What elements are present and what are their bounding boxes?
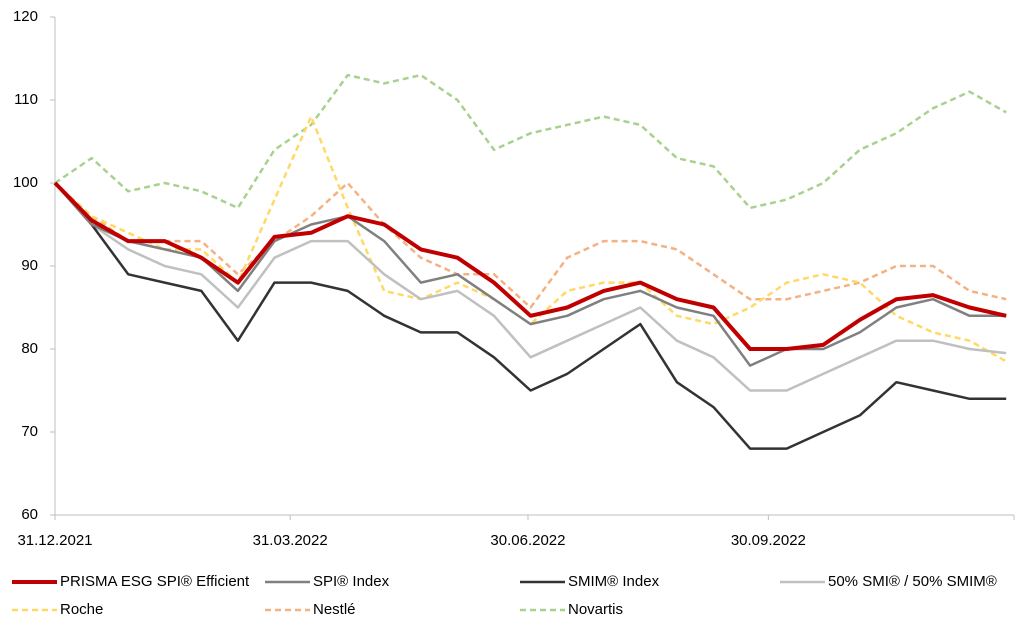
legend-label: Roche xyxy=(60,601,103,618)
y-tick-label: 70 xyxy=(21,423,38,440)
y-tick-label: 90 xyxy=(21,257,38,274)
x-tick-label: 31.12.2021 xyxy=(17,532,92,549)
legend-label: SPI® Index xyxy=(313,573,390,590)
series-line xyxy=(54,181,1007,309)
series-line xyxy=(54,182,1007,392)
legend-label: Novartis xyxy=(568,601,623,618)
x-tick-label: 31.03.2022 xyxy=(253,532,328,549)
series-line xyxy=(54,182,1007,367)
series-line xyxy=(53,181,1007,351)
y-tick-label: 110 xyxy=(14,91,38,108)
x-tick-label: 30.06.2022 xyxy=(490,532,565,549)
y-tick-label: 100 xyxy=(13,174,38,191)
series-line xyxy=(54,73,1007,210)
y-tick-label: 120 xyxy=(13,8,38,25)
legend-label: PRISMA ESG SPI® Efficient xyxy=(60,573,250,590)
x-tick-label: 30.09.2022 xyxy=(731,532,806,549)
y-tick-label: 60 xyxy=(21,506,38,523)
series-line xyxy=(54,182,1007,450)
legend-label: Nestlé xyxy=(313,601,356,618)
legend-label: 50% SMI® / 50% SMIM® xyxy=(828,573,997,590)
y-tick-label: 80 xyxy=(21,340,38,357)
series-line xyxy=(54,115,1007,363)
legend-label: SMIM® Index xyxy=(568,573,660,590)
